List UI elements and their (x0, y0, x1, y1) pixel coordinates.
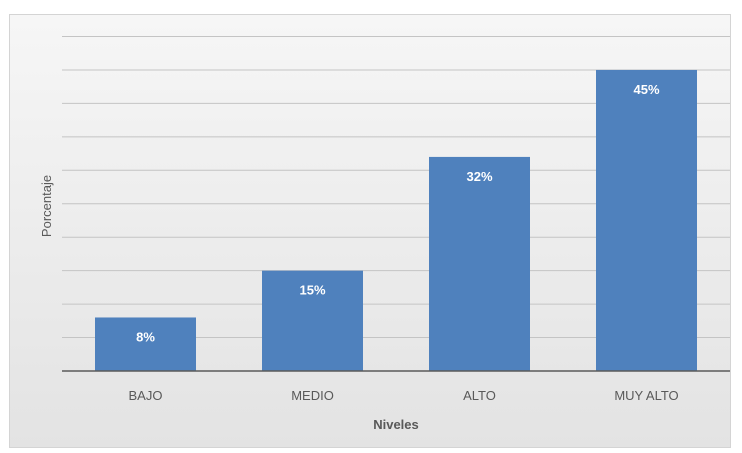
x-tick-label: MUY ALTO (614, 388, 678, 403)
x-axis-title: Niveles (373, 417, 419, 432)
bar (596, 69, 697, 371)
data-label: 15% (299, 283, 325, 298)
data-labels: 8% 15% 32% 45% (136, 82, 660, 345)
x-tick-labels: BAJO MEDIO ALTO MUY ALTO (129, 388, 679, 403)
y-axis-title: Porcentaje (39, 175, 54, 237)
x-tick-label: BAJO (129, 388, 163, 403)
x-tick-label: MEDIO (291, 388, 334, 403)
data-label: 32% (466, 169, 492, 184)
bar (429, 156, 530, 371)
bar (262, 270, 363, 371)
data-label: 8% (136, 329, 155, 344)
bar (95, 317, 196, 371)
data-label: 45% (633, 82, 659, 97)
bars (95, 69, 697, 371)
x-tick-label: ALTO (463, 388, 496, 403)
